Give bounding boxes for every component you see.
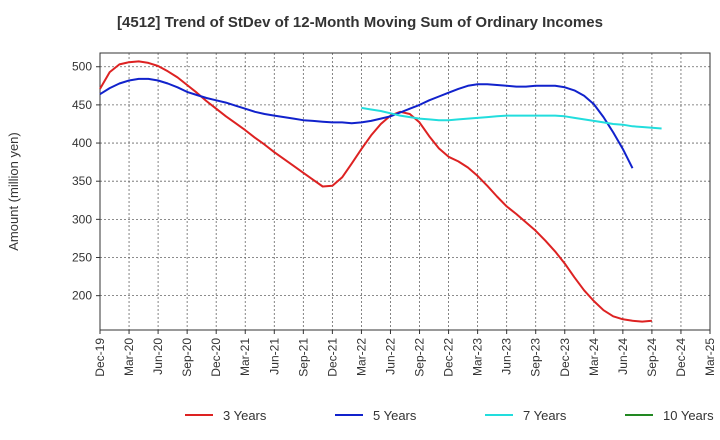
x-tick-label: Dec-21	[325, 338, 339, 377]
legend-label: 5 Years	[373, 408, 417, 423]
legend: 3 Years 5 Years 7 Years 10 Years	[185, 408, 714, 423]
x-tick-label: Jun-23	[500, 338, 514, 375]
plot-frame	[99, 52, 711, 331]
x-tick-label: Mar-24	[587, 338, 601, 376]
x-tick-label: Mar-20	[122, 338, 136, 376]
y-axis-ticks: 200 250 300 350 400 450 500	[72, 60, 100, 303]
series-lines	[99, 60, 662, 323]
x-tick-label: Jun-20	[151, 338, 165, 375]
x-tick-label: Dec-22	[442, 338, 456, 377]
x-tick-label: Sep-22	[413, 338, 427, 377]
x-tick-label: Dec-20	[209, 338, 223, 377]
x-axis-ticks: Dec-19 Mar-20 Jun-20 Sep-20 Dec-20 Mar-21 Jun-…	[93, 330, 717, 377]
y-tick-label: 500	[72, 60, 92, 74]
y-axis-label: Amount (million yen)	[6, 132, 21, 251]
grid-lines	[99, 53, 711, 330]
x-tick-label: Sep-20	[180, 338, 194, 377]
x-tick-label: Mar-23	[471, 338, 485, 376]
series-line-3-years	[99, 60, 652, 323]
x-tick-label: Sep-21	[296, 338, 310, 377]
x-tick-label: Dec-23	[558, 338, 572, 377]
y-tick-label: 200	[72, 289, 92, 303]
y-tick-label: 400	[72, 136, 92, 150]
y-tick-label: 350	[72, 174, 92, 188]
series-line-5-years	[99, 77, 634, 169]
x-tick-label: Mar-22	[354, 338, 368, 376]
x-tick-label: Mar-21	[238, 338, 252, 376]
legend-label: 10 Years	[663, 408, 714, 423]
y-tick-label: 250	[72, 251, 92, 265]
x-tick-label: Mar-25	[703, 338, 717, 376]
y-tick-label: 300	[72, 212, 92, 226]
x-tick-label: Sep-24	[645, 338, 659, 377]
y-tick-label: 450	[72, 98, 92, 112]
series-line-7-years	[361, 106, 662, 130]
x-tick-label: Dec-19	[93, 338, 107, 377]
x-tick-label: Jun-24	[616, 338, 630, 375]
x-tick-label: Sep-23	[529, 338, 543, 377]
x-tick-label: Jun-22	[383, 338, 397, 375]
chart-title: [4512] Trend of StDev of 12-Month Moving…	[117, 14, 603, 31]
x-tick-label: Jun-21	[267, 338, 281, 375]
x-tick-label: Dec-24	[674, 338, 688, 377]
legend-label: 3 Years	[223, 408, 267, 423]
legend-label: 7 Years	[523, 408, 567, 423]
